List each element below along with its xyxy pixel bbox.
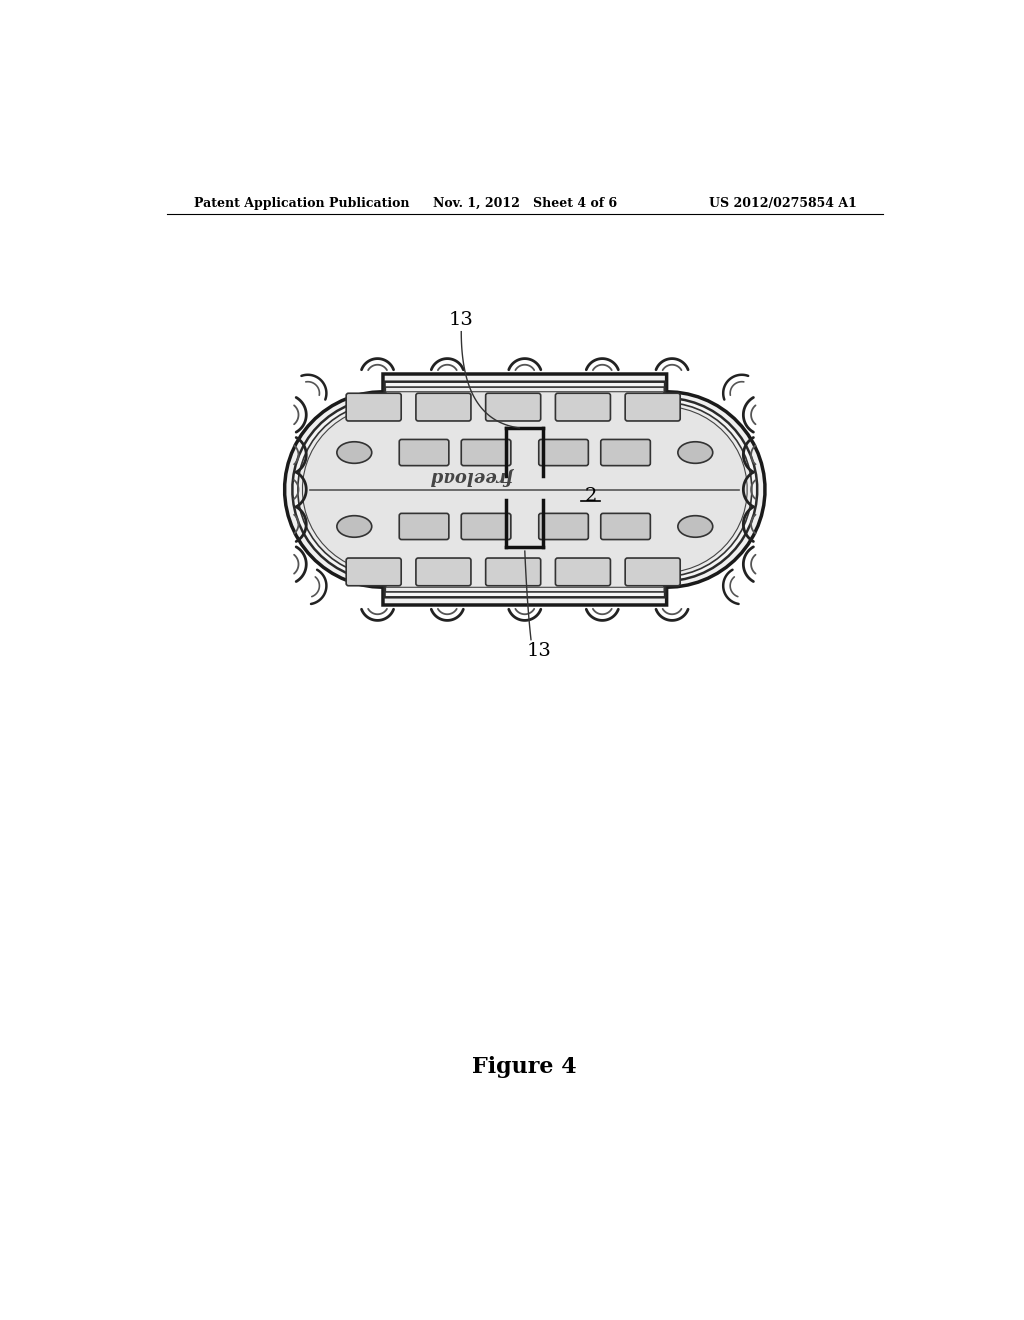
FancyBboxPatch shape	[416, 393, 471, 421]
FancyBboxPatch shape	[346, 393, 401, 421]
Text: Figure 4: Figure 4	[472, 1056, 578, 1078]
Text: 13: 13	[449, 312, 474, 329]
Text: US 2012/0275854 A1: US 2012/0275854 A1	[709, 197, 856, 210]
Text: Nov. 1, 2012   Sheet 4 of 6: Nov. 1, 2012 Sheet 4 of 6	[433, 197, 616, 210]
FancyBboxPatch shape	[416, 558, 471, 586]
FancyBboxPatch shape	[485, 558, 541, 586]
FancyBboxPatch shape	[539, 440, 589, 466]
Ellipse shape	[678, 516, 713, 537]
FancyBboxPatch shape	[626, 393, 680, 421]
FancyBboxPatch shape	[399, 440, 449, 466]
FancyBboxPatch shape	[461, 440, 511, 466]
FancyBboxPatch shape	[399, 513, 449, 540]
FancyBboxPatch shape	[601, 513, 650, 540]
Text: 2: 2	[585, 487, 597, 504]
Text: 13: 13	[526, 643, 551, 660]
Polygon shape	[298, 387, 752, 591]
Text: Patent Application Publication: Patent Application Publication	[194, 197, 410, 210]
Polygon shape	[302, 392, 748, 587]
Ellipse shape	[337, 442, 372, 463]
Ellipse shape	[337, 516, 372, 537]
FancyBboxPatch shape	[626, 558, 680, 586]
Ellipse shape	[678, 442, 713, 463]
FancyBboxPatch shape	[485, 393, 541, 421]
FancyBboxPatch shape	[539, 513, 589, 540]
FancyBboxPatch shape	[555, 558, 610, 586]
Text: freeload: freeload	[433, 467, 516, 484]
FancyBboxPatch shape	[601, 440, 650, 466]
Polygon shape	[293, 381, 757, 597]
FancyBboxPatch shape	[461, 513, 511, 540]
FancyBboxPatch shape	[555, 393, 610, 421]
FancyBboxPatch shape	[346, 558, 401, 586]
Polygon shape	[285, 374, 765, 605]
